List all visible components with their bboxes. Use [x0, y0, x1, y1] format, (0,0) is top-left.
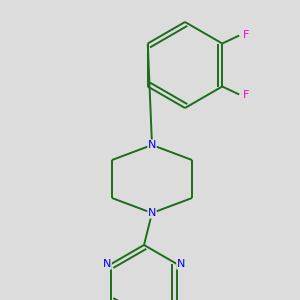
Text: F: F [243, 89, 249, 100]
Text: N: N [148, 208, 156, 218]
Text: N: N [103, 259, 111, 269]
Text: N: N [148, 140, 156, 150]
Text: N: N [177, 259, 185, 269]
Text: F: F [243, 31, 249, 40]
